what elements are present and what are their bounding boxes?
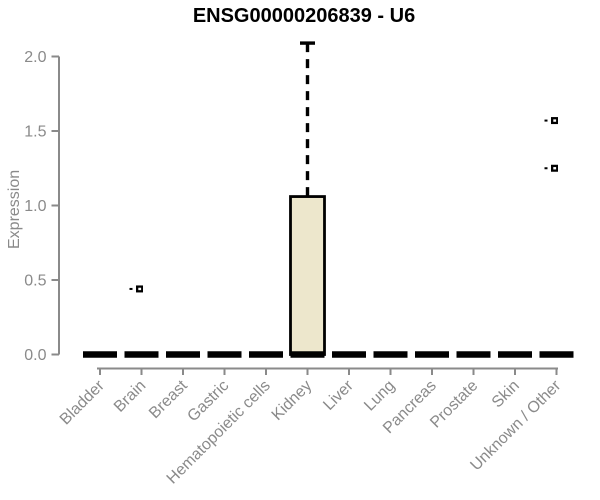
outlier-point-serif <box>129 287 133 290</box>
outlier-point-center <box>138 287 142 291</box>
chart-title: ENSG00000206839 - U6 <box>192 5 416 27</box>
x-tick-label: Lung <box>361 377 398 414</box>
outlier-point-center <box>553 119 557 122</box>
x-tick-label: Bladder <box>57 377 108 428</box>
x-tick-label: Skin <box>489 377 523 411</box>
x-tick-label: Kidney <box>269 377 316 424</box>
outlier-point-serif <box>544 167 548 170</box>
y-tick-label: 1.0 <box>24 198 46 215</box>
x-tick-label: Breast <box>146 377 191 422</box>
y-tick-label: 0.0 <box>24 347 46 364</box>
y-tick-label: 0.5 <box>24 273 46 290</box>
y-tick-label: 2.0 <box>24 49 46 66</box>
x-tick-label: Brain <box>111 377 149 415</box>
x-tick-label: Liver <box>320 377 357 414</box>
outlier-point-center <box>553 167 557 170</box>
box <box>289 195 326 356</box>
y-tick-label: 1.5 <box>24 124 46 141</box>
outlier-point-serif <box>544 119 548 122</box>
